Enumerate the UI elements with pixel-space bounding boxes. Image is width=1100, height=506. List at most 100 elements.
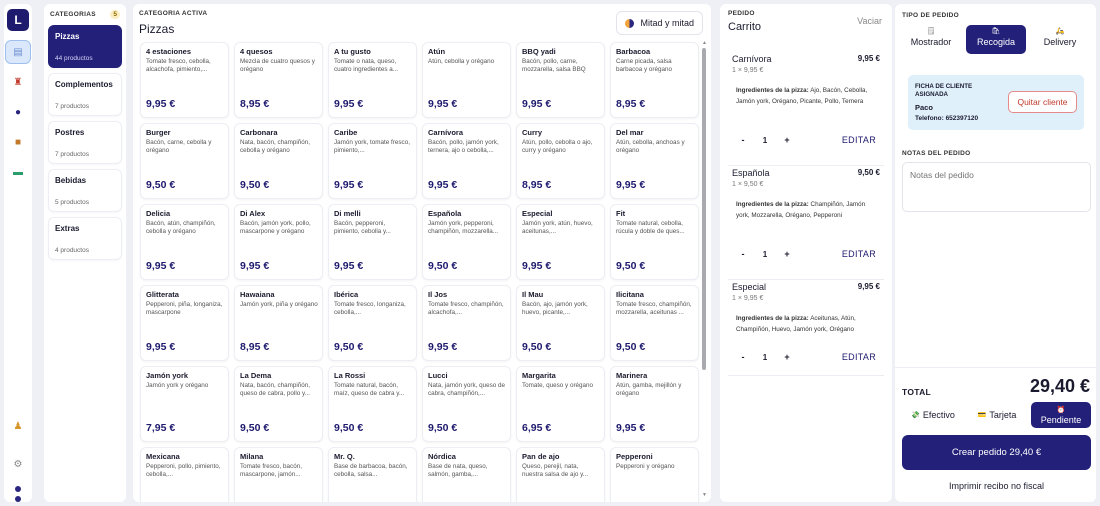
product-card[interactable]: Barbacoa Carne picada, salsa barbacoa y o…	[610, 42, 699, 118]
decrease-qty-button[interactable]: -	[741, 352, 745, 362]
category-count: 7 productos	[55, 151, 89, 158]
product-card[interactable]: Jamón york Jamón york y orégano 7,95 €	[140, 366, 229, 442]
product-card[interactable]: Marinera Atún, gamba, mejillón y orégano 9…	[610, 366, 699, 442]
product-card[interactable]: BBQ yadi Bacón, pollo, carne, mozzarella,…	[516, 42, 605, 118]
product-card[interactable]: La Rossi Tomate natural, bacón, maíz, que…	[328, 366, 417, 442]
product-card[interactable]: Milana Tomate fresco, bacón, mascarpone, …	[234, 447, 323, 502]
products-nav-button[interactable]: ■	[5, 130, 31, 154]
product-card[interactable]: Del mar Atún, cebolla, anchoas y orégano 9…	[610, 123, 699, 199]
cart-item-controls: - 1 + EDITAR	[732, 349, 884, 365]
product-card[interactable]: Lucci Nata, jamón york, queso de cabra, c…	[422, 366, 511, 442]
product-card[interactable]: Il Mau Bacón, ajo, jamón york, huevo, pic…	[516, 285, 605, 361]
cart-item-ingredients: Ingredientes de la pizza: Ajo, Bacón, Ce…	[736, 86, 878, 107]
category-complementos[interactable]: Complementos 7 productos	[48, 73, 122, 116]
scroll-up-icon[interactable]: ▲	[702, 40, 707, 46]
category-pizzas[interactable]: Pizzas 44 productos	[48, 25, 122, 68]
product-price: 9,95 €	[522, 260, 552, 272]
product-description: Tomate fresco, champiñón, mozzarella, ac…	[616, 301, 692, 317]
product-description: Tomate o nata, queso, cuatro ingrediente…	[334, 58, 399, 74]
divider	[895, 367, 1096, 368]
product-card[interactable]: Di Alex Bacón, jamón york, pollo, mascarp…	[234, 204, 323, 280]
edit-item-button[interactable]: EDITAR	[841, 249, 876, 259]
active-category-label: CATEGORIA ACTIVA	[139, 10, 208, 17]
product-card[interactable]: Il Jos Tomate fresco, champiñón, alcachof…	[422, 285, 511, 361]
product-price: 9,50 €	[240, 179, 270, 191]
item-quantity: 1	[762, 249, 768, 259]
product-card[interactable]: Mexicana Pepperoni, pollo, pimiento, cebo…	[140, 447, 229, 502]
orders-nav-button[interactable]: ▤	[5, 40, 31, 64]
app-logo[interactable]: L	[7, 9, 29, 31]
product-name: Il Jos	[428, 290, 448, 299]
half-and-half-button[interactable]: Mitad y mitad	[616, 11, 703, 35]
product-card[interactable]: 4 estaciones Tomate fresco, cebolla, alca…	[140, 42, 229, 118]
category-bebidas[interactable]: Bebidas 5 productos	[48, 169, 122, 212]
product-card[interactable]: Especial Jamón york, atún, huevo, aceitun…	[516, 204, 605, 280]
create-order-button[interactable]: Crear pedido 29,40 €	[902, 435, 1091, 470]
cart-item-ingredients: Ingredientes de la pizza: Champiñón, Jam…	[736, 200, 878, 221]
payment-pending-button[interactable]: ⏰ Pendiente	[1031, 402, 1091, 428]
order-type-delivery[interactable]: 🛵 Delivery	[1030, 25, 1090, 54]
kitchen-nav-button[interactable]: ♜	[5, 70, 31, 94]
cart-item-qty-line: 1 × 9,50 €	[732, 181, 764, 188]
product-card[interactable]: Carbonara Nata, bacón, champiñón, cebolla…	[234, 123, 323, 199]
product-card[interactable]: Mr. Q. Base de barbacoa, bacón, cebolla, …	[328, 447, 417, 502]
decrease-qty-button[interactable]: -	[741, 135, 745, 145]
customers-nav-button[interactable]: ●	[5, 100, 31, 124]
product-description: Atún, cebolla, anchoas y orégano	[616, 139, 685, 155]
product-card[interactable]: Hawaiana Jamón york, piña y orégano 8,95 €	[234, 285, 323, 361]
product-card[interactable]: Di melli Bacón, pepperoni, pimiento, cebo…	[328, 204, 417, 280]
product-card[interactable]: Curry Atún, pollo, cebolla o ajo, curry y…	[516, 123, 605, 199]
category-extras[interactable]: Extras 4 productos	[48, 217, 122, 260]
product-name: Milana	[240, 452, 264, 461]
decrease-qty-button[interactable]: -	[741, 249, 745, 259]
product-card[interactable]: Glitterata Pepperoni, piña, longaniza, ma…	[140, 285, 229, 361]
product-card[interactable]: Fit Tomate natural, cebolla, rúcula y dob…	[610, 204, 699, 280]
clear-cart-button[interactable]: Vaciar	[857, 16, 882, 26]
product-description: Tomate fresco, champiñón, alcachofa,...	[428, 301, 504, 317]
increase-qty-button[interactable]: +	[784, 352, 790, 362]
product-card[interactable]: Ilicitana Tomate fresco, champiñón, mozza…	[610, 285, 699, 361]
product-card[interactable]: Pepperoni Pepperoni y orégano	[610, 447, 699, 502]
product-card[interactable]: Burger Bacón, carne, cebolla y orégano 9,5…	[140, 123, 229, 199]
products-scrollbar[interactable]	[702, 48, 706, 370]
item-quantity: 1	[762, 352, 768, 362]
categories-header: CATEGORIAS 5	[50, 10, 120, 19]
product-price: 9,95 €	[616, 179, 646, 191]
payment-card-button[interactable]: 💳 Tarjeta	[966, 402, 1028, 428]
product-card[interactable]: Ibérica Tomate fresco, longaniza, cebolla…	[328, 285, 417, 361]
increase-qty-button[interactable]: +	[784, 249, 790, 259]
product-name: Fit	[616, 209, 626, 218]
order-label: PEDIDO	[728, 10, 755, 17]
increase-qty-button[interactable]: +	[784, 135, 790, 145]
edit-item-button[interactable]: EDITAR	[841, 135, 876, 145]
cart-item-name: Carnívora	[732, 54, 772, 64]
staff-nav-button[interactable]: ♟	[5, 414, 31, 438]
product-card[interactable]: Delicia Bacón, atún, champiñón, cebolla y…	[140, 204, 229, 280]
product-card[interactable]: A tu gusto Tomate o nata, queso, cuatro i…	[328, 42, 417, 118]
product-card[interactable]: 4 quesos Mezcla de cuatro quesos y orégan…	[234, 42, 323, 118]
settings-nav-button[interactable]: ⚙	[5, 452, 31, 476]
order-type-mostrador[interactable]: 🗒 Mostrador	[901, 25, 961, 54]
product-description: Bacón, pollo, carne, mozzarella, salsa B…	[522, 58, 586, 74]
product-card[interactable]: Caribe Jamón york, tomate fresco, pimient…	[328, 123, 417, 199]
ingredients-label: Ingredientes de la pizza:	[736, 315, 809, 322]
payment-cash-button[interactable]: 💸 Efectivo	[902, 402, 964, 428]
edit-item-button[interactable]: EDITAR	[841, 352, 876, 362]
product-card[interactable]: Española Jamón york, pepperoni, champiñón…	[422, 204, 511, 280]
product-card[interactable]: Margarita Tomate, queso y orégano 6,95 €	[516, 366, 605, 442]
product-card[interactable]: Atún Atún, cebolla y orégano 9,95 €	[422, 42, 511, 118]
print-receipt-button[interactable]: Imprimir recibo no fiscal	[948, 481, 1045, 491]
product-card[interactable]: La Dema Nata, bacón, champiñón, queso de …	[234, 366, 323, 442]
category-postres[interactable]: Postres 7 productos	[48, 121, 122, 164]
order-notes-input[interactable]	[902, 162, 1091, 212]
scroll-down-icon[interactable]: ▼	[702, 492, 707, 498]
category-name: Postres	[55, 128, 85, 137]
remove-client-button[interactable]: Quitar cliente	[1008, 91, 1077, 113]
product-card[interactable]: Carnívora Bacón, pollo, jamón york, terne…	[422, 123, 511, 199]
product-card[interactable]: Pan de ajo Queso, perejil, nata, nuestra …	[516, 447, 605, 502]
category-count: 4 productos	[55, 247, 89, 254]
product-card[interactable]: Nórdica Base de nata, queso, salmón, gamb…	[422, 447, 511, 502]
order-type-recogida[interactable]: 🛍 Recogida	[966, 25, 1026, 54]
cash-nav-button[interactable]: ▬	[5, 160, 31, 184]
product-description: Bacón, jamón york, pollo, mascarpone y o…	[240, 220, 311, 236]
